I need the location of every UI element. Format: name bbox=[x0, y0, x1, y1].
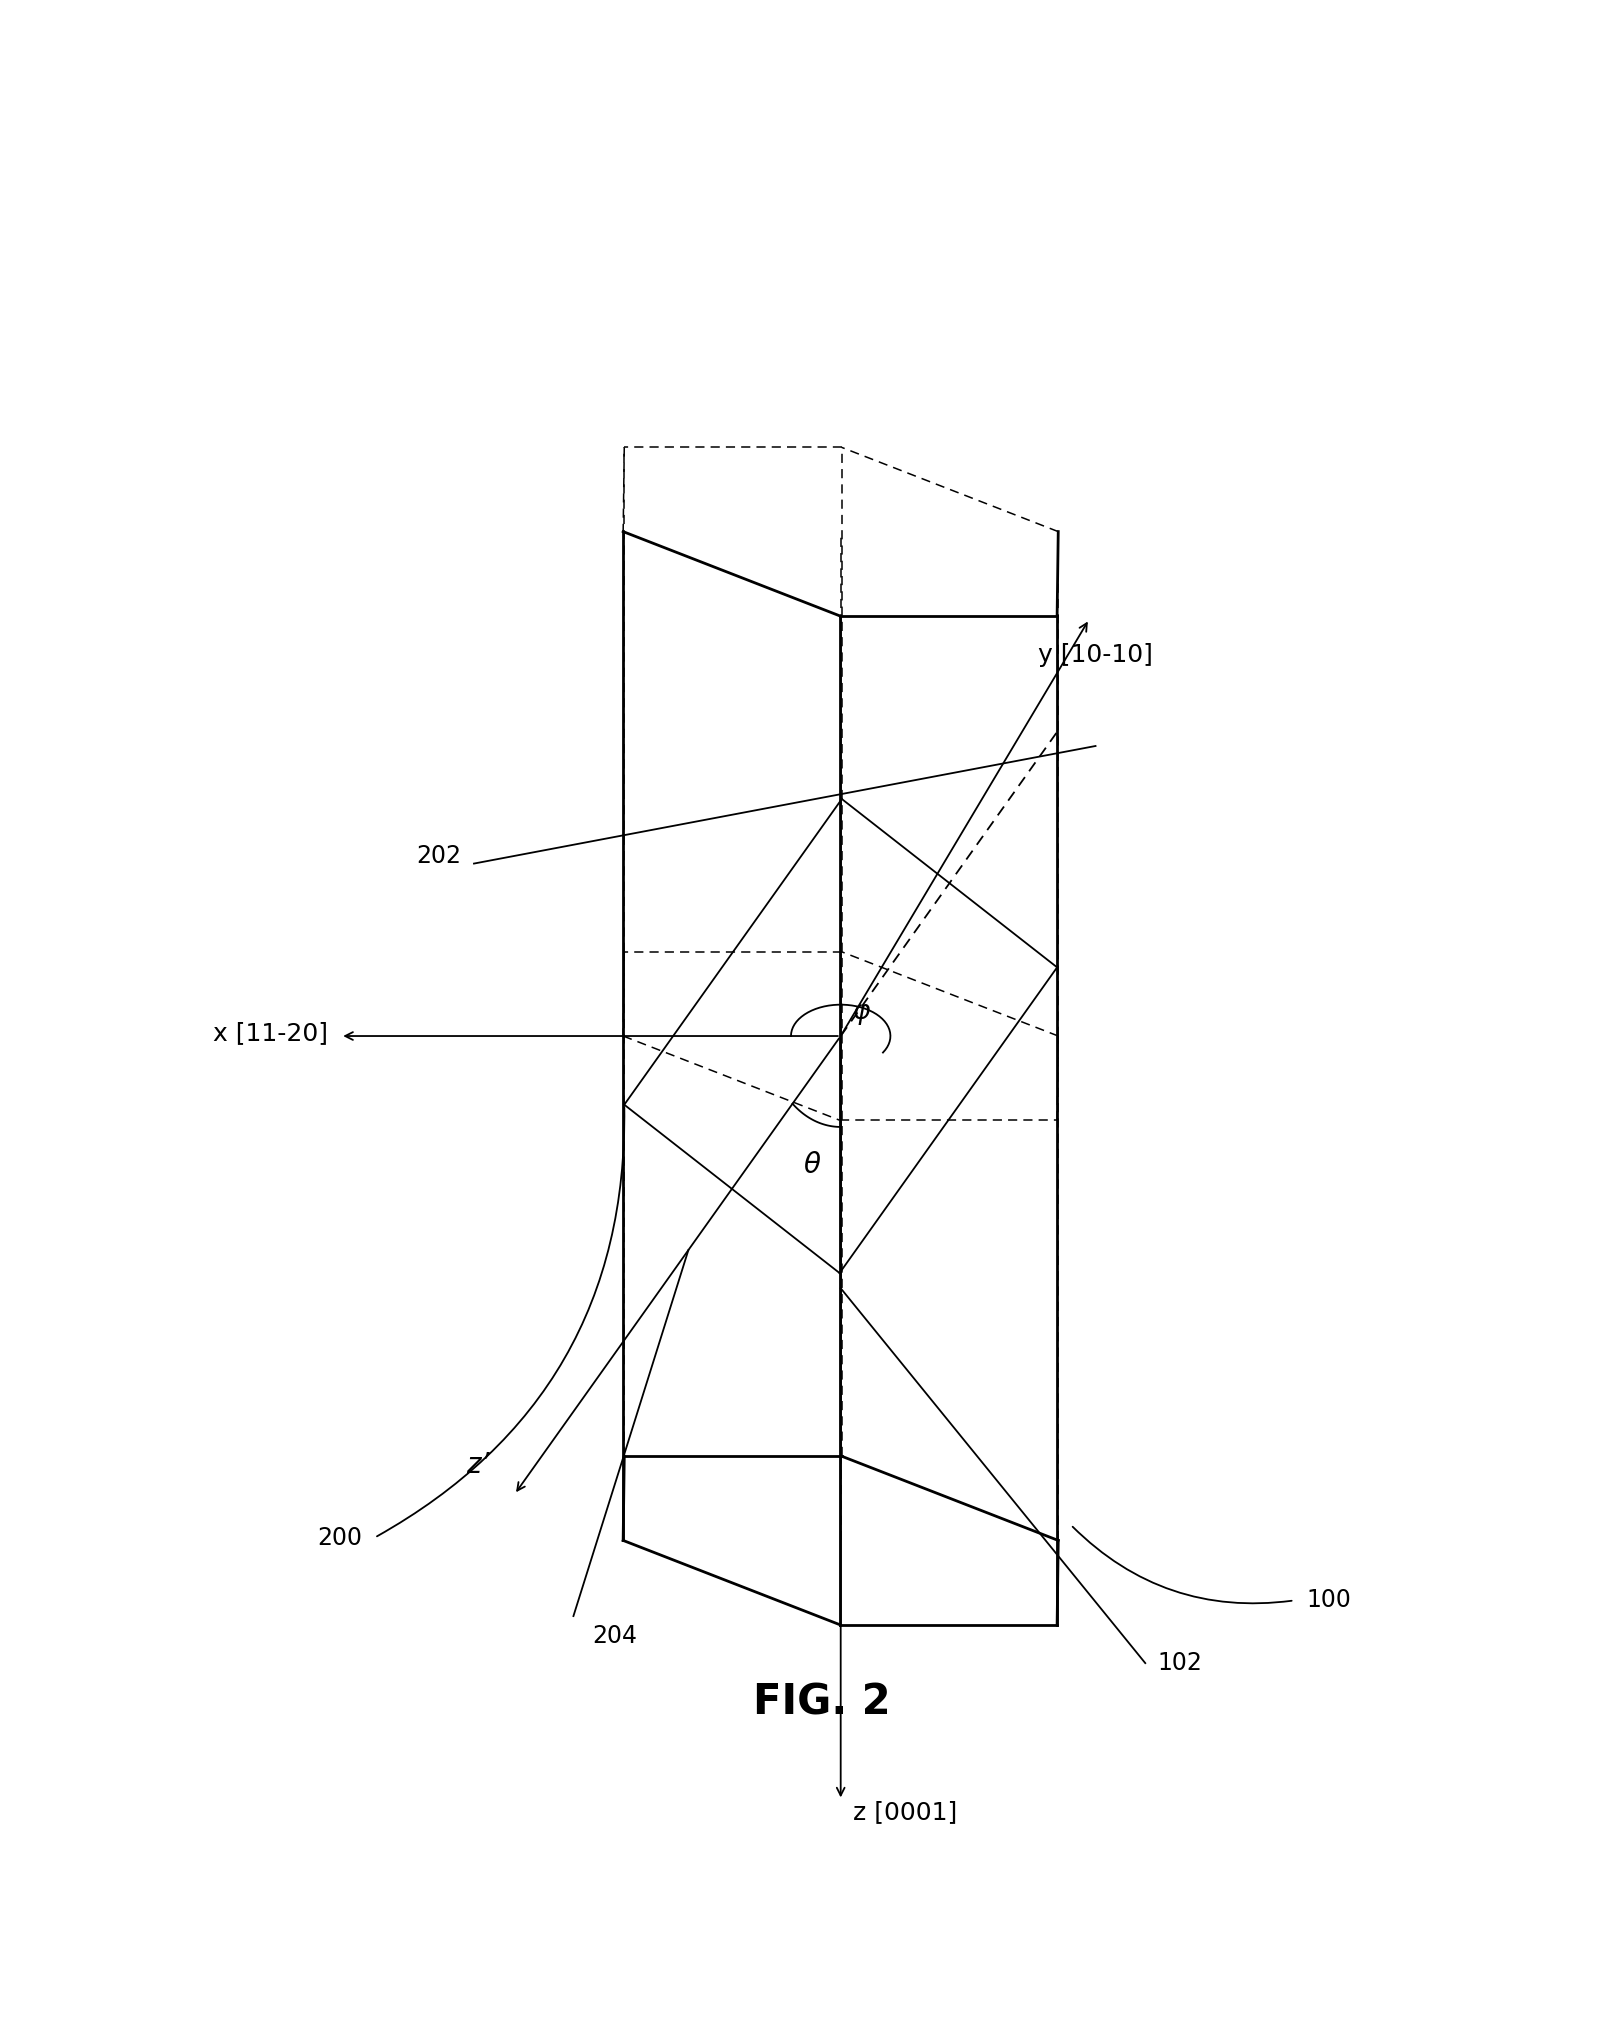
Text: x [11‑20]: x [11‑20] bbox=[213, 1020, 327, 1044]
Text: 200: 200 bbox=[318, 1525, 363, 1549]
Text: FIG. 2: FIG. 2 bbox=[754, 1682, 890, 1722]
Text: 204: 204 bbox=[592, 1625, 637, 1647]
Text: z [0001]: z [0001] bbox=[853, 1800, 958, 1824]
Text: φ: φ bbox=[852, 998, 869, 1024]
Text: y [10‑10]: y [10‑10] bbox=[1038, 643, 1153, 666]
Text: 202: 202 bbox=[417, 843, 462, 867]
Text: θ: θ bbox=[804, 1152, 821, 1179]
Text: 100: 100 bbox=[1307, 1588, 1352, 1613]
Text: 102: 102 bbox=[1158, 1651, 1203, 1676]
Text: z’: z’ bbox=[467, 1452, 489, 1478]
